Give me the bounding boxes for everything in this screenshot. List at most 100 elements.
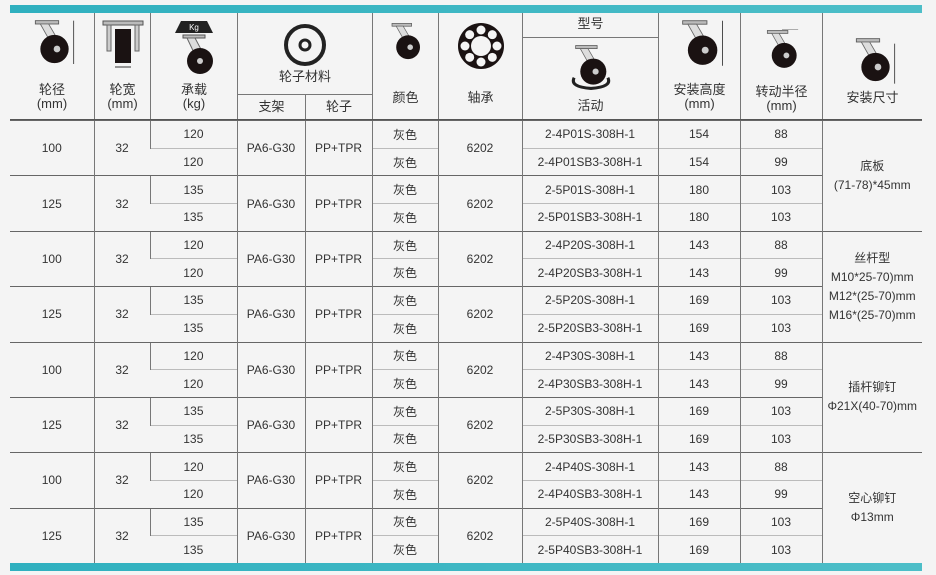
cell-width: 32 — [93, 341, 150, 398]
header-color-label: 颜色 — [392, 90, 419, 105]
cell-width: 32 — [93, 396, 150, 453]
header-width-label: 轮宽 — [109, 82, 136, 97]
cell-color: 灰色 — [371, 203, 438, 232]
cell-color: 灰色 — [371, 479, 438, 509]
caster-icon — [102, 20, 143, 68]
header-bracket: 支架 — [237, 95, 305, 119]
table-row: 135 灰色 2-5P20SB3-308H-1 169 103 — [10, 313, 922, 342]
cell-load: 120 — [150, 479, 237, 509]
cell-swivel-radius: 103 — [739, 313, 822, 342]
table-row: 100 32 120 PA6-G30 PP+TPR 灰色 6202 2-4P40S-308H-… — [10, 452, 922, 563]
cell-model: 2-5P01S-308H-1 — [521, 175, 658, 204]
cell-swivel-radius: 99 — [739, 369, 822, 398]
cell-wheel: PP+TPR — [304, 286, 372, 342]
cell-diameter: 125 — [10, 286, 94, 342]
cell-load: 135 — [149, 396, 237, 426]
cell-diameter: 125 — [10, 175, 94, 232]
cell-diameter: 100 — [10, 119, 94, 176]
cell-load: 120 — [149, 341, 237, 370]
cell-install-height: 143 — [657, 341, 740, 370]
table-row: 135 灰色 2-5P40SB3-308H-1 169 103 — [10, 535, 922, 563]
table-row: 125 32 135 PA6-G30 PP+TPR 灰色 6202 2-5P01S-308H-… — [10, 175, 922, 232]
mount-size-line: M12*(25-70)mm — [828, 288, 916, 303]
cell-diameter: 100 — [10, 452, 94, 509]
cell-diameter: 100 — [10, 341, 94, 398]
cell-wheel: PP+TPR — [304, 230, 372, 287]
mount-size-line: 底板 — [860, 158, 885, 173]
cell-color: 灰色 — [371, 452, 438, 481]
cell-mount-size: 插杆铆钉 Φ21X(40-70)mm — [821, 341, 922, 453]
mount-size-line: 丝杆型 — [854, 250, 891, 265]
header-swivel-label: 活动 — [577, 98, 604, 113]
cell-color: 灰色 — [371, 424, 438, 453]
cell-swivel-radius: 103 — [739, 286, 822, 315]
header-model: 型号 — [522, 13, 658, 38]
table-row: 120 灰色 2-4P01SB3-308H-1 154 99 — [10, 147, 922, 176]
cell-bearing: 6202 — [437, 119, 522, 176]
mount-size-line: Φ21X(40-70)mm — [827, 399, 918, 414]
cell-install-height: 169 — [657, 535, 740, 563]
cell-color: 灰色 — [371, 286, 438, 315]
cell-wheel: PP+TPR — [304, 396, 372, 453]
header-load-label: 承载 — [180, 82, 207, 97]
cell-model: 2-5P20SB3-308H-1 — [521, 313, 658, 342]
header-material-label: 轮子材料 — [278, 69, 331, 84]
table-row: 135 灰色 2-5P30SB3-308H-1 169 103 — [10, 424, 922, 453]
mount-size-line: M16*(25-70)mm — [828, 307, 916, 322]
table-row: 100 32 120 PA6-G30 PP+TPR 灰色 6202 2-4P20S-308H-… — [10, 230, 922, 342]
cell-install-height: 169 — [657, 424, 740, 453]
header-diameter-label: 轮径 — [38, 82, 65, 97]
cell-color: 灰色 — [371, 175, 438, 204]
cell-install-height: 169 — [657, 507, 740, 536]
cell-wheel: PP+TPR — [304, 119, 372, 176]
caster-icon: Kg — [175, 21, 213, 74]
spec-table: 100 32 120 PA6-G30 PP+TPR 灰色 6202 2-4P01S-308H-… — [10, 119, 922, 563]
cell-wheel: PP+TPR — [304, 175, 372, 232]
cell-color: 灰色 — [371, 535, 438, 563]
table-row: 120 灰色 2-4P30SB3-308H-1 143 99 — [10, 369, 922, 398]
caster-icon — [681, 20, 723, 66]
cell-width: 32 — [93, 452, 150, 509]
header-install-height-label: 安装高度 — [673, 82, 726, 97]
cell-load: 120 — [149, 230, 237, 259]
cell-load: 135 — [149, 175, 237, 204]
cell-bearing: 6202 — [437, 230, 522, 287]
cell-model: 2-5P20S-308H-1 — [521, 286, 658, 315]
cell-width: 32 — [93, 119, 150, 176]
mount-size-line: (71-78)*45mm — [833, 177, 911, 192]
header-diameter: 轮径 (mm) — [10, 13, 94, 119]
header-swivel-radius-label: 转动半径 — [755, 84, 808, 99]
cell-color: 灰色 — [371, 313, 438, 342]
cell-install-height: 169 — [657, 313, 740, 342]
cell-bearing: 6202 — [437, 452, 522, 509]
header-model-label: 型号 — [577, 16, 604, 31]
cell-bearing: 6202 — [437, 175, 522, 232]
cell-load: 120 — [150, 147, 237, 176]
caster-icon — [766, 29, 798, 68]
cell-model: 2-5P30S-308H-1 — [521, 396, 658, 426]
cell-install-height: 143 — [657, 452, 740, 481]
header-mount-size: 安装尺寸 — [822, 13, 922, 119]
table-row: 125 32 135 PA6-G30 PP+TPR 灰色 6202 2-5P40S-308H-… — [10, 507, 922, 563]
cell-load: 120 — [149, 120, 237, 149]
table-row: 135 灰色 2-5P01SB3-308H-1 180 103 — [10, 203, 922, 232]
cell-color: 灰色 — [371, 230, 438, 259]
table-row: 100 32 120 PA6-G30 PP+TPR 灰色 6202 2-4P01S-308H-… — [10, 119, 922, 232]
cell-swivel-radius: 99 — [739, 147, 822, 176]
cell-model: 2-4P01SB3-308H-1 — [521, 147, 658, 176]
cell-swivel-radius: 103 — [739, 203, 822, 232]
cell-model: 2-4P40S-308H-1 — [521, 452, 658, 481]
cell-swivel-radius: 88 — [739, 120, 822, 149]
cell-width: 32 — [93, 230, 150, 287]
cell-install-height: 154 — [657, 120, 740, 149]
cell-color: 灰色 — [371, 507, 438, 536]
bottom-accent-bar — [10, 563, 922, 571]
cell-mount-size: 空心铆钉 Φ13mm — [821, 452, 922, 563]
cell-color: 灰色 — [371, 147, 438, 176]
cell-install-height: 143 — [657, 479, 740, 509]
cell-bearing: 6202 — [437, 396, 522, 453]
cell-width: 32 — [93, 286, 150, 342]
cell-bearing: 6202 — [437, 286, 522, 342]
header-wheel: 轮子 — [305, 95, 372, 119]
cell-model: 2-5P40SB3-308H-1 — [521, 535, 658, 563]
